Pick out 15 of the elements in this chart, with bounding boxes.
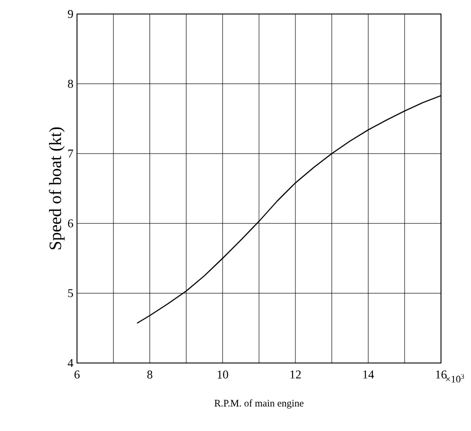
y-axis-title: Speed of boat (kt) <box>48 127 65 250</box>
y-tick-label: 6 <box>68 219 74 228</box>
x-tick-label: 14 <box>363 370 374 378</box>
y-tick-label: 4 <box>68 359 74 367</box>
x-tick-label: 8 <box>147 370 152 379</box>
y-tick-label: 7 <box>68 150 74 158</box>
y-tick-label: 5 <box>68 289 74 298</box>
y-tick-label: 9 <box>68 10 73 18</box>
text: ×10$^{3}$ <box>446 374 464 383</box>
x-tick-label: 10 <box>218 370 228 379</box>
x-tick-label: 6 <box>74 370 80 379</box>
x-tick-label: 16 <box>436 370 447 379</box>
x-axis-title: R.P.M. of main engine <box>214 399 304 409</box>
y-tick-label: 8 <box>68 80 74 88</box>
x-tick-label: 12 <box>290 370 301 378</box>
